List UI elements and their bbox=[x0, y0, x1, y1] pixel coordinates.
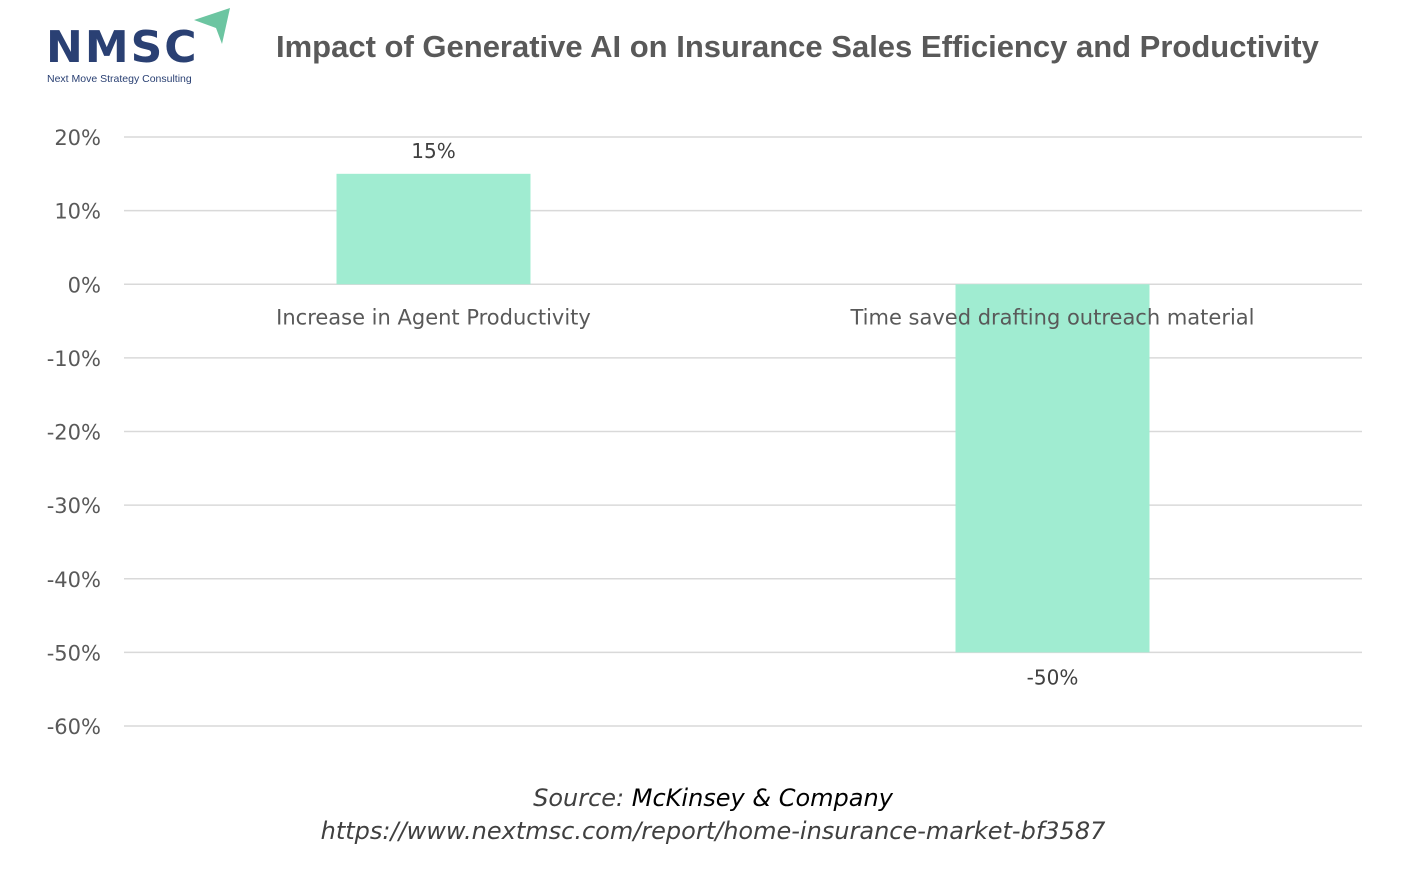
nmsc-logo: NMSC Next Move Strategy Consulting bbox=[46, 8, 230, 85]
y-tick-label: -60% bbox=[47, 715, 101, 739]
y-tick-label: -20% bbox=[47, 421, 101, 445]
source-line: Source: McKinsey & Company bbox=[0, 784, 1426, 812]
source-url: https://www.nextmsc.com/report/home-insu… bbox=[320, 817, 1106, 845]
source-label: Source: bbox=[533, 784, 625, 812]
bar-chart: 20% 10% 0% -10% -20% -30% -40% -50% -60% Increase… bbox=[47, 126, 1362, 739]
y-tick-label: -50% bbox=[47, 641, 101, 665]
y-tick-label: 0% bbox=[68, 273, 101, 297]
data-label: 15% bbox=[411, 139, 455, 163]
data-label: -50% bbox=[1027, 665, 1079, 689]
y-tick-label: 10% bbox=[54, 200, 101, 224]
chart-title: Impact of Generative AI on Insurance Sal… bbox=[276, 29, 1319, 64]
svg-text:Next Move Strategy Consulting: Next Move Strategy Consulting bbox=[47, 73, 192, 85]
y-tick-label: -30% bbox=[47, 494, 101, 518]
bar bbox=[336, 173, 531, 285]
source-name: McKinsey & Company bbox=[631, 784, 893, 812]
x-category-label: Time saved drafting outreach material bbox=[849, 305, 1254, 329]
y-tick-label: 20% bbox=[54, 126, 101, 150]
y-tick-label: -10% bbox=[47, 347, 101, 371]
svg-text:NMSC: NMSC bbox=[46, 22, 199, 73]
bar bbox=[955, 284, 1150, 653]
x-category-label: Increase in Agent Productivity bbox=[276, 305, 591, 329]
y-tick-label: -40% bbox=[47, 568, 101, 592]
